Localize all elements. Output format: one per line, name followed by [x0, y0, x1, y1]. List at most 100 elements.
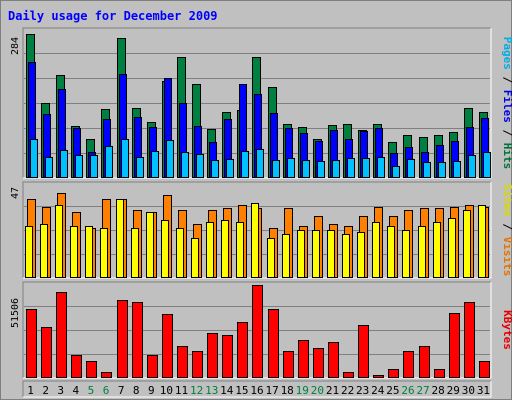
day-label: 8: [133, 384, 140, 397]
day-label: 13: [205, 384, 218, 397]
pages-bar: [151, 151, 159, 178]
kbytes-bar: [464, 302, 475, 378]
kbytes-bar: [56, 292, 67, 378]
day-label: 27: [416, 384, 429, 397]
kbytes-bar: [343, 372, 354, 378]
pages-bar: [45, 157, 53, 178]
kbytes-bar: [86, 361, 97, 378]
pages-bar: [241, 151, 249, 178]
pages-bar: [302, 160, 310, 178]
day-label: 24: [371, 384, 385, 397]
kbytes-bar: [237, 322, 248, 378]
sites-bar: [372, 222, 380, 278]
panel-visits-sites-max-label: 47: [10, 187, 21, 199]
kbytes-bar: [71, 355, 82, 378]
panel-kbytes-bg-bevel-light: [22, 281, 491, 378]
day-label: 19: [296, 384, 309, 397]
legend-separator: /: [501, 217, 512, 237]
sites-bar: [402, 230, 410, 278]
sites-bar: [100, 228, 108, 278]
day-label: 20: [311, 384, 324, 397]
kbytes-bar: [132, 302, 143, 378]
legend-files: Files: [501, 90, 512, 123]
day-label: 15: [235, 384, 248, 397]
kbytes-bar: [268, 309, 279, 378]
sites-bar: [40, 224, 48, 278]
day-label: 6: [103, 384, 110, 397]
pages-bar: [362, 158, 370, 178]
sites-bar: [236, 222, 244, 278]
kbytes-bar: [313, 348, 324, 378]
legend-sites: Sites: [501, 184, 512, 217]
sites-bar: [387, 226, 395, 278]
kbytes-bar: [388, 369, 399, 378]
kbytes-bar: [26, 309, 37, 378]
sites-bar: [327, 230, 335, 278]
sites-bar: [251, 203, 259, 278]
sites-bar: [116, 199, 124, 278]
pages-bar: [423, 162, 431, 178]
pages-bar: [453, 161, 461, 178]
kbytes-bar: [479, 361, 490, 378]
pages-bar: [181, 152, 189, 178]
legend-pages: Pages: [501, 37, 512, 70]
pages-bar: [272, 160, 280, 178]
sites-bar: [161, 220, 169, 278]
pages-bar: [211, 160, 219, 178]
sites-bar: [448, 218, 456, 278]
day-label: 5: [88, 384, 95, 397]
kbytes-bar: [373, 375, 384, 378]
sites-bar: [131, 228, 139, 278]
pages-bar: [30, 139, 38, 178]
day-label: 21: [326, 384, 339, 397]
kbytes-bar: [434, 369, 445, 378]
kbytes-bar: [162, 314, 173, 378]
legend-kbytes: KBytes: [501, 310, 512, 350]
kbytes-bar: [328, 342, 339, 378]
kbytes-bar: [298, 340, 309, 378]
kbytes-bar: [117, 300, 128, 378]
day-label: 14: [220, 384, 234, 397]
sites-bar: [342, 234, 350, 278]
sites-bar: [297, 230, 305, 278]
pages-bar: [392, 166, 400, 178]
day-label: 7: [118, 384, 125, 397]
day-label: 23: [356, 384, 369, 397]
sites-bar: [312, 230, 320, 278]
panel-visits-sites-bg-bevel-light: [22, 181, 491, 278]
day-label: 30: [462, 384, 475, 397]
pages-bar: [166, 140, 174, 178]
kbytes-bar: [207, 333, 218, 378]
pages-bar: [256, 149, 264, 178]
sites-bar: [418, 226, 426, 278]
day-label: 1: [27, 384, 34, 397]
pages-bar: [407, 159, 415, 178]
panel-hits-files-pages-max-label: 284: [10, 37, 21, 55]
sites-bar: [55, 205, 63, 278]
sites-bar: [206, 222, 214, 278]
kbytes-bar: [419, 346, 430, 378]
day-label: 10: [160, 384, 173, 397]
day-label: 2: [42, 384, 49, 397]
sites-bar: [433, 222, 441, 278]
day-label: 17: [265, 384, 278, 397]
sites-bar: [478, 205, 486, 278]
legend-hits: Hits: [501, 143, 512, 170]
day-label: 28: [432, 384, 445, 397]
pages-bar: [121, 139, 129, 178]
legend-separator: /: [501, 70, 512, 90]
sites-bar: [85, 226, 93, 278]
sites-bar: [463, 210, 471, 278]
kbytes-bar: [222, 335, 233, 378]
sites-bar: [25, 226, 33, 278]
kbytes-bar: [358, 325, 369, 378]
kbytes-bar: [283, 351, 294, 378]
pages-bar: [317, 161, 325, 178]
kbytes-bar: [101, 372, 112, 378]
pages-bar: [483, 152, 491, 178]
day-label: 31: [477, 384, 490, 397]
sites-bar: [176, 228, 184, 278]
sites-bar: [146, 212, 154, 278]
kbytes-bar: [177, 346, 188, 378]
